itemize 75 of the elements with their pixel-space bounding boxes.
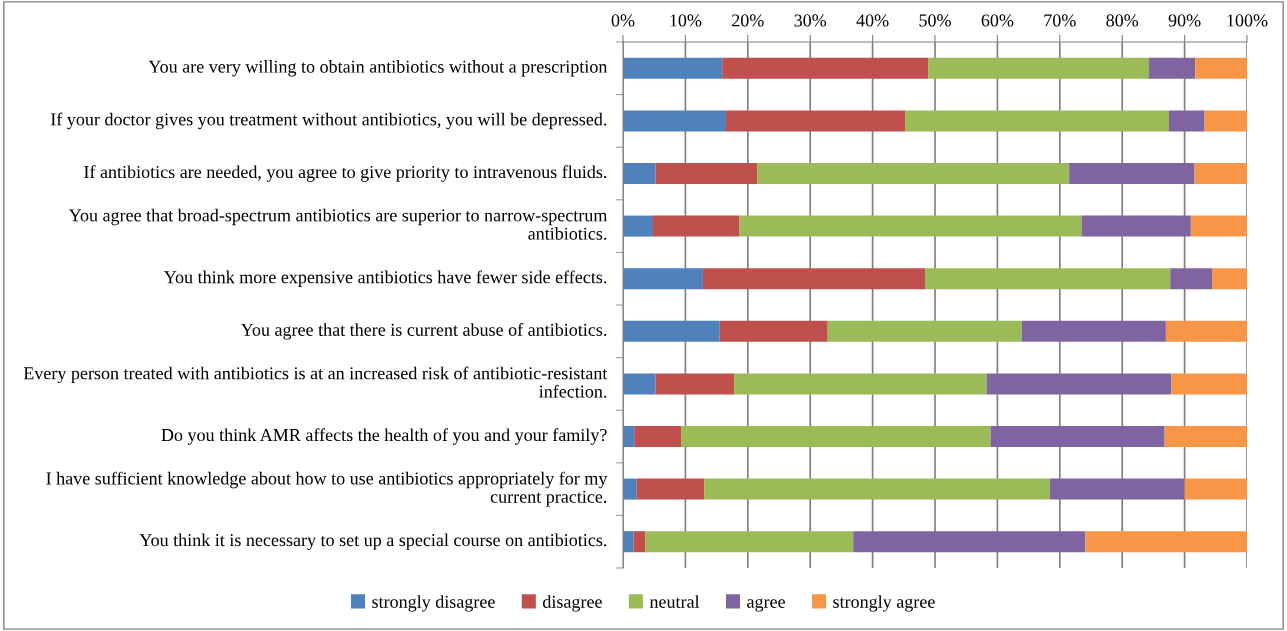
bar	[623, 373, 656, 395]
bar	[704, 478, 1050, 500]
bar	[623, 162, 656, 185]
bar	[853, 531, 1086, 553]
bar	[702, 268, 926, 290]
legend-label: disagree	[542, 595, 602, 612]
bar	[757, 162, 1070, 185]
bar	[1204, 110, 1247, 132]
y-tick-label: You agree that broad-spectrum antibiotics are superior to narrow-spectrum antibiotics.	[68, 208, 608, 240]
x-tick-label: 40%	[856, 14, 889, 27]
bar	[1195, 57, 1247, 79]
y-tick-label: If antibiotics are needed, you agree to give priority to intravenous fluids.	[84, 165, 607, 182]
y-tick-label: You think it is necessary to set up a special course on antibiotics.	[139, 533, 607, 550]
bar	[623, 531, 634, 553]
bar	[739, 215, 1082, 237]
y-tick-label: Every person treated with antibiotics is at an increased risk of antibiotic-resistant infection.	[23, 366, 608, 398]
bar	[623, 320, 720, 342]
bar	[1021, 320, 1166, 342]
x-tick-label: 70%	[1044, 14, 1076, 27]
legend-label: agree	[747, 598, 785, 612]
x-tick-label: 90%	[1168, 14, 1201, 27]
bar	[1190, 215, 1247, 237]
bar	[655, 373, 735, 395]
bar	[905, 110, 1169, 132]
x-tick-label: 60%	[981, 14, 1014, 27]
legend-label: strongly disagree	[372, 595, 495, 612]
y-tick-label: You are very willing to obtain antibiotics without a prescription	[148, 60, 608, 77]
bar	[827, 320, 1022, 342]
legend-label: neutral	[649, 595, 700, 608]
bar	[636, 478, 705, 500]
bar	[1081, 215, 1191, 237]
bar	[623, 215, 653, 237]
bar	[655, 162, 758, 185]
bar	[1184, 478, 1247, 500]
x-tick-label: 50%	[919, 14, 951, 27]
bar	[1164, 425, 1247, 448]
bar	[645, 531, 854, 553]
bar	[623, 268, 703, 290]
bar	[623, 478, 637, 500]
bar	[1170, 268, 1213, 290]
bar	[1149, 57, 1196, 79]
y-tick-label: If your doctor gives you treatment without antibiotics, you will be depressed.	[50, 112, 607, 130]
bar	[719, 320, 828, 342]
x-tick-label: 0%	[611, 14, 635, 27]
bar	[623, 110, 726, 132]
bar	[1171, 373, 1247, 395]
bar	[986, 373, 1172, 395]
bar	[925, 268, 1171, 290]
bar	[634, 425, 682, 448]
bar	[1049, 478, 1185, 500]
bar	[1194, 162, 1247, 185]
x-tick-label: 100%	[1227, 14, 1268, 27]
bar	[681, 425, 991, 448]
bar	[1165, 320, 1247, 342]
y-tick-label: You agree that there is current abuse of antibiotics.	[240, 323, 607, 340]
bar	[928, 57, 1150, 79]
bar	[725, 110, 906, 132]
y-tick-label: You think more expensive antibiotics have fewer side effects.	[163, 270, 607, 287]
x-tick-label: 10%	[670, 14, 702, 27]
x-tick-label: 30%	[794, 14, 827, 27]
bar	[623, 57, 723, 79]
bar	[722, 57, 929, 79]
y-tick-label: I have sufficient knowledge about how to use antibiotics appropriately for my current practice.	[46, 471, 608, 507]
bar	[990, 425, 1165, 448]
bar	[1085, 531, 1247, 553]
y-tick-label: Do you think AMR affects the health of you and your family?	[161, 428, 607, 445]
bar	[1169, 110, 1205, 132]
bar	[734, 373, 987, 395]
x-tick-label: 20%	[732, 14, 764, 27]
bar	[633, 531, 646, 553]
bar	[652, 215, 740, 237]
legend-label: strongly agree	[833, 595, 935, 612]
bar	[1069, 162, 1195, 185]
bar	[1212, 268, 1247, 290]
x-tick-label: 80%	[1106, 14, 1139, 27]
